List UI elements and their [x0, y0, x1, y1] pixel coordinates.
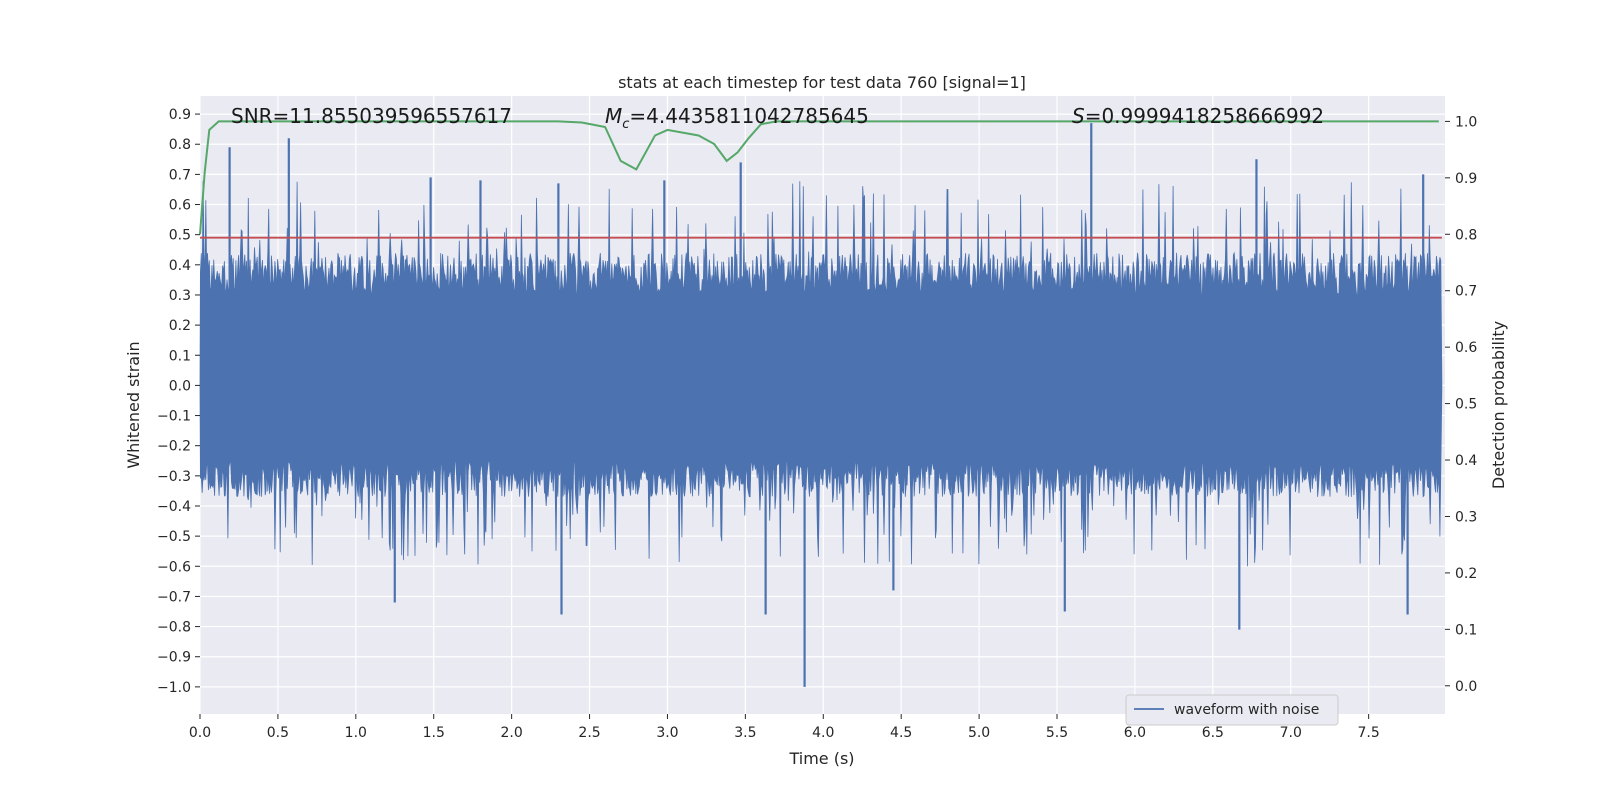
legend-box [1125, 694, 1339, 726]
x-axis-label: Time (s) [788, 749, 854, 768]
detection-probability-line [199, 120, 1439, 235]
x-tick-label: 5.0 [968, 725, 990, 741]
left-y-tick-label: −0.2 [157, 439, 191, 455]
left-y-tick-label: 0.3 [169, 288, 191, 304]
left-y-axis-ticks: 0.9 0.8 0.7 0.6 0.5 0.4 0.3 0.2 0.1 0.0 −0.1 −0.2 −0… [157, 107, 200, 696]
x-tick-label: 2.0 [501, 725, 523, 741]
chart-title: stats at each timestep for test data 760… [618, 73, 1026, 92]
left-y-tick-label: 0.0 [169, 378, 191, 394]
x-tick-label: 7.5 [1358, 725, 1380, 741]
x-tick-label: 5.5 [1046, 725, 1068, 741]
legend-label: waveform with noise [1174, 702, 1319, 718]
left-y-tick-label: −0.8 [157, 620, 191, 636]
left-y-tick-label: 0.5 [169, 228, 191, 244]
right-y-tick-label: 0.6 [1455, 340, 1477, 356]
x-tick-label: 3.5 [734, 725, 756, 741]
right-y-tick-label: 1.0 [1455, 114, 1477, 130]
right-y-tick-label: 0.3 [1455, 509, 1477, 525]
right-y-tick-label: 0.0 [1455, 679, 1477, 695]
chirp-mass-symbol: M [605, 104, 622, 128]
left-y-tick-label: 0.9 [169, 107, 191, 123]
left-y-tick-label: 0.4 [169, 258, 191, 274]
x-axis-ticks: 0.0 0.5 1.0 1.5 2.0 2.5 3.0 3.5 4.0 4.5 5.0 5.5 6.0 6… [189, 714, 1380, 741]
left-y-tick-label: −0.4 [157, 499, 191, 515]
x-tick-label: 4.5 [890, 725, 912, 741]
left-y-tick-label: −0.7 [157, 589, 191, 605]
score-value: =0.9999418258666992 [1085, 104, 1324, 128]
left-y-tick-label: 0.7 [169, 167, 191, 183]
snr-annotation: SNR=11.855039596557617 [231, 104, 512, 128]
left-y-tick-label: −0.9 [157, 650, 191, 666]
right-y-axis-label: Detection probability [1489, 321, 1508, 489]
right-y-axis-ticks: 1.0 0.9 0.8 0.7 0.6 0.5 0.4 0.3 0.2 0.1 0.0 [1445, 114, 1477, 695]
right-y-tick-label: 0.7 [1455, 284, 1477, 300]
x-tick-label: 1.5 [423, 725, 445, 741]
waveform-series [199, 123, 1443, 687]
waveform-fill [199, 180, 1443, 567]
left-y-axis-label: Whitened strain [124, 341, 143, 468]
right-y-tick-label: 0.8 [1455, 227, 1477, 243]
left-y-tick-label: −0.5 [157, 529, 191, 545]
x-tick-label: 6.5 [1202, 725, 1224, 741]
score-annotation: S=0.9999418258666992 [1072, 104, 1324, 128]
left-y-tick-label: 0.1 [169, 348, 191, 364]
x-tick-label: 7.0 [1280, 725, 1302, 741]
x-tick-label: 6.0 [1124, 725, 1146, 741]
x-tick-label: 2.5 [578, 725, 600, 741]
left-y-tick-label: −0.3 [157, 469, 191, 485]
left-y-tick-label: −0.1 [157, 409, 191, 425]
left-y-tick-label: −1.0 [157, 680, 191, 696]
x-tick-label: 0.0 [189, 725, 211, 741]
chirp-mass-value: =4.4435811042785645 [629, 104, 868, 128]
x-tick-label: 1.0 [345, 725, 367, 741]
right-y-tick-label: 0.1 [1455, 622, 1477, 638]
left-y-tick-label: 0.6 [169, 198, 191, 214]
x-tick-label: 4.0 [812, 725, 834, 741]
left-y-tick-label: 0.8 [169, 137, 191, 153]
chirp-mass-annotation: Mc=4.4435811042785645 [605, 104, 869, 132]
right-y-tick-label: 0.5 [1455, 397, 1477, 413]
left-y-tick-label: −0.6 [157, 559, 191, 575]
x-tick-label: 3.0 [656, 725, 678, 741]
chirp-mass-subscript: c [622, 117, 629, 132]
right-y-tick-label: 0.4 [1455, 453, 1477, 469]
right-y-tick-label: 0.9 [1455, 171, 1477, 187]
right-y-tick-label: 0.2 [1455, 566, 1477, 582]
legend: waveform with noise [1125, 694, 1339, 726]
x-tick-label: 0.5 [267, 725, 289, 741]
score-symbol: S [1072, 104, 1085, 128]
left-y-tick-label: 0.2 [169, 318, 191, 334]
